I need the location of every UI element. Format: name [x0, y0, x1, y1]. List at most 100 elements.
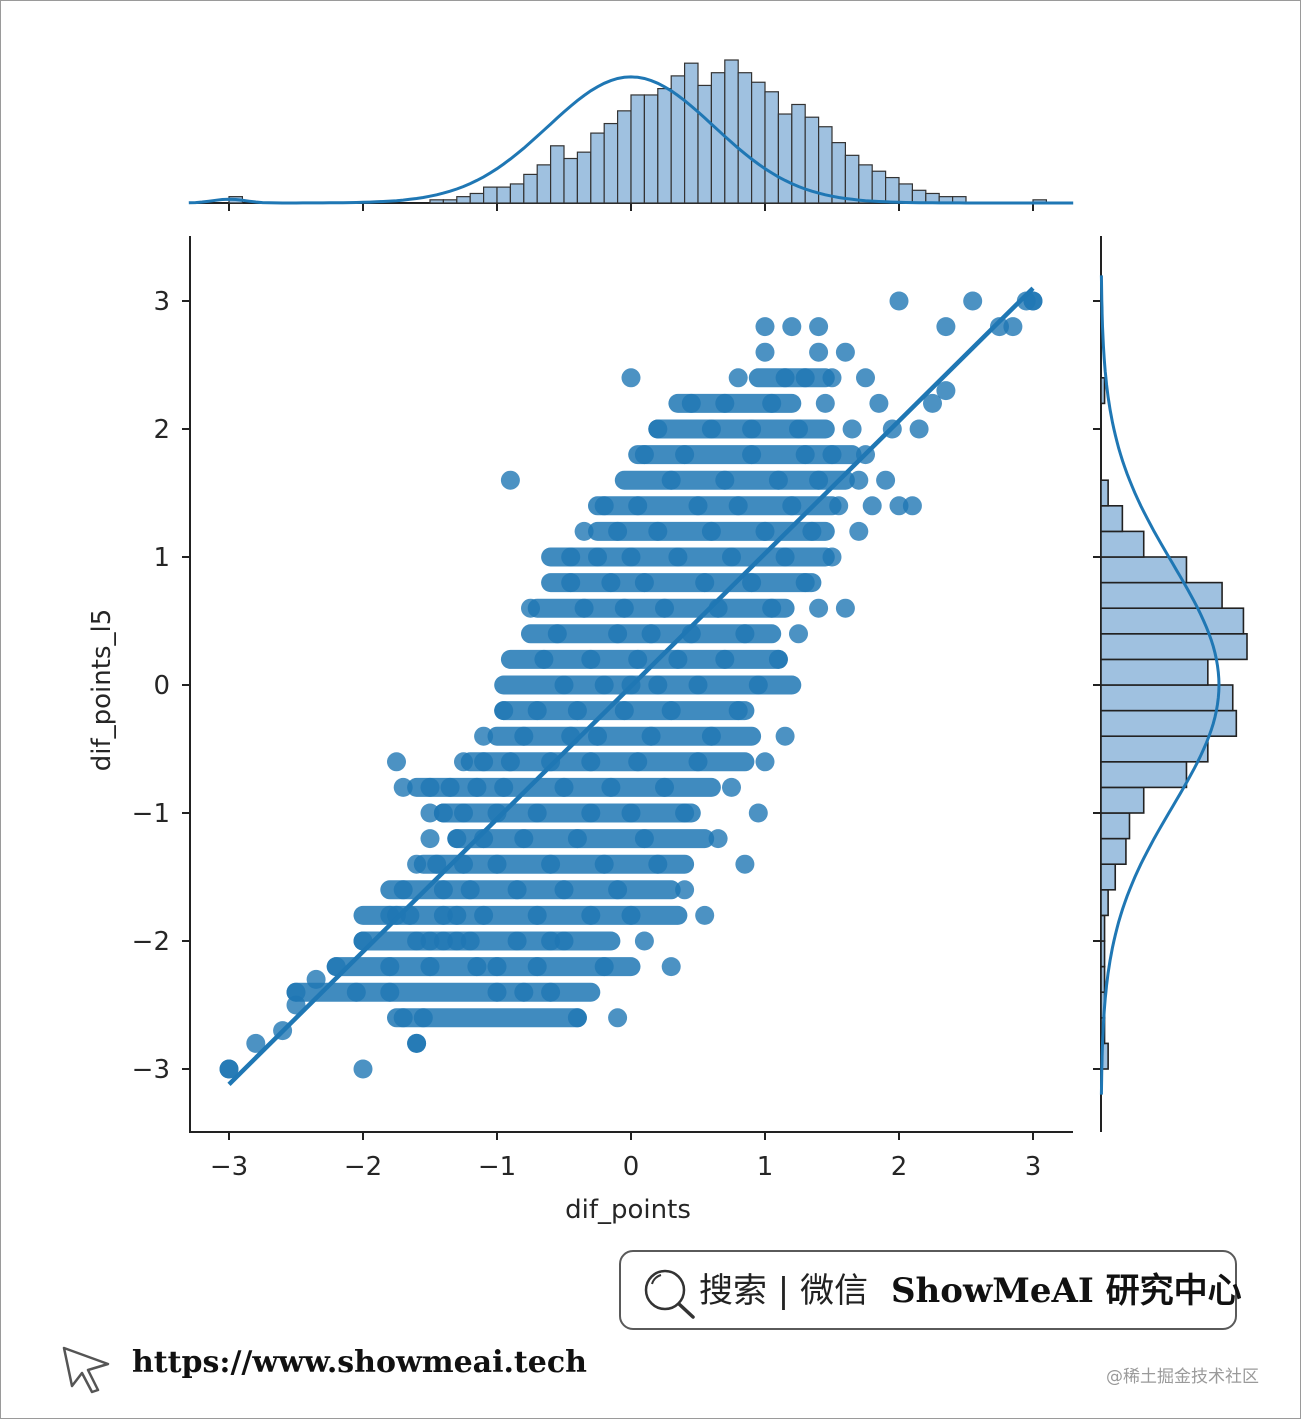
histogram-bar	[1100, 786, 1145, 814]
scatter-point	[500, 470, 520, 490]
scatter-point	[795, 445, 815, 465]
scatter-point	[346, 982, 366, 1002]
scatter-point	[614, 701, 634, 721]
scatter-point	[668, 649, 688, 669]
scatter-point	[708, 829, 728, 849]
scatter-point	[353, 1059, 373, 1079]
histogram-bar	[831, 142, 846, 204]
scatter-point	[521, 598, 540, 618]
scatter-point	[387, 752, 406, 772]
scatter-point	[634, 445, 654, 465]
scatter-point	[447, 905, 467, 925]
search-wechat-banner: 搜索 | 微信 ShowMeAI 研究中心	[619, 1250, 1242, 1330]
histogram-bar	[1100, 581, 1223, 609]
histogram-bar	[630, 94, 645, 204]
scatter-point	[675, 803, 695, 823]
histogram-bar	[764, 91, 779, 204]
scatter-point	[574, 598, 594, 618]
scatter-point	[936, 317, 956, 337]
histogram-bar	[1100, 863, 1117, 891]
scatter-point	[755, 317, 775, 337]
scatter-point	[715, 470, 735, 490]
scatter-point	[782, 317, 802, 337]
scatter-point	[876, 470, 896, 490]
scatter-point	[889, 496, 909, 516]
histogram-bar	[898, 183, 913, 204]
scatter-point	[420, 777, 440, 797]
scatter-point	[809, 342, 829, 362]
scatter-point	[701, 726, 721, 746]
histogram-bar	[1100, 556, 1188, 584]
scatter-point	[487, 982, 507, 1002]
scatter-point	[393, 777, 413, 797]
histogram-bar	[1100, 530, 1145, 558]
histogram-bar	[1100, 504, 1124, 533]
x-tick-label: −3	[210, 1152, 248, 1182]
histogram-bar	[456, 196, 471, 204]
scatter-point	[420, 803, 440, 823]
scatter-point	[701, 419, 721, 439]
scatter-point	[661, 470, 681, 490]
histogram-bar	[1100, 940, 1106, 968]
scatter-point	[474, 752, 494, 772]
scatter-point	[420, 957, 440, 977]
scatter-points	[219, 286, 1043, 1086]
scatter-point	[634, 829, 654, 849]
scatter-point	[246, 1033, 266, 1053]
histogram-bar	[603, 122, 619, 204]
scatter-point	[728, 701, 748, 721]
scatter-point	[795, 573, 815, 593]
scatter-point	[621, 803, 641, 823]
y-tick-label: −2	[132, 927, 170, 957]
scatter-point	[407, 931, 427, 951]
scatter-point	[822, 445, 842, 465]
y-axis-label: dif_points_l5	[87, 609, 117, 772]
scatter-point	[581, 905, 601, 925]
scatter-point	[802, 521, 822, 541]
histogram-bar	[750, 81, 766, 204]
scatter-point	[762, 393, 782, 413]
scatter-point	[722, 547, 741, 567]
marginal-y-histogram	[1093, 236, 1248, 1132]
scatter-point	[1023, 291, 1043, 311]
search-icon	[644, 1269, 695, 1319]
scatter-point	[393, 880, 413, 900]
scatter-point	[869, 393, 889, 413]
scatter-point	[675, 880, 695, 900]
scatter-point	[829, 496, 849, 516]
scatter-point	[494, 777, 514, 797]
histogram-bar	[590, 132, 605, 204]
scatter-point	[433, 905, 453, 925]
scatter-point	[554, 675, 574, 695]
scatter-point	[440, 777, 460, 797]
scatter-point	[554, 777, 574, 797]
x-tick-label: 2	[891, 1152, 908, 1182]
scatter-point	[621, 905, 641, 925]
scatter-point	[715, 393, 735, 413]
scatter-point	[447, 829, 467, 849]
scatter-point	[541, 854, 561, 874]
scatter-point	[507, 931, 527, 951]
scatter-point	[541, 931, 561, 951]
scatter-point	[507, 880, 527, 900]
histogram-bar	[737, 72, 753, 204]
scatter-point	[527, 957, 547, 977]
x-tick-label: 3	[1025, 1152, 1042, 1182]
scatter-point	[923, 393, 942, 413]
y-tick-label: 1	[153, 543, 170, 573]
histogram-bar	[1100, 760, 1188, 789]
scatter-point	[628, 649, 648, 669]
scatter-point	[514, 829, 534, 849]
scatter-point	[862, 496, 882, 516]
scatter-point	[594, 496, 614, 516]
histogram-bar	[509, 183, 525, 204]
scatter-point	[835, 598, 855, 618]
histogram-bar	[1100, 965, 1106, 993]
brand-name: ShowMeAI 研究中心	[891, 1271, 1242, 1311]
histogram-bar	[1100, 658, 1209, 686]
scatter-point	[809, 598, 829, 618]
histogram-bar	[1100, 812, 1131, 840]
website-url[interactable]: https://www.showmeai.tech	[132, 1345, 587, 1380]
scatter-point	[567, 829, 587, 849]
scatter-point	[641, 726, 661, 746]
